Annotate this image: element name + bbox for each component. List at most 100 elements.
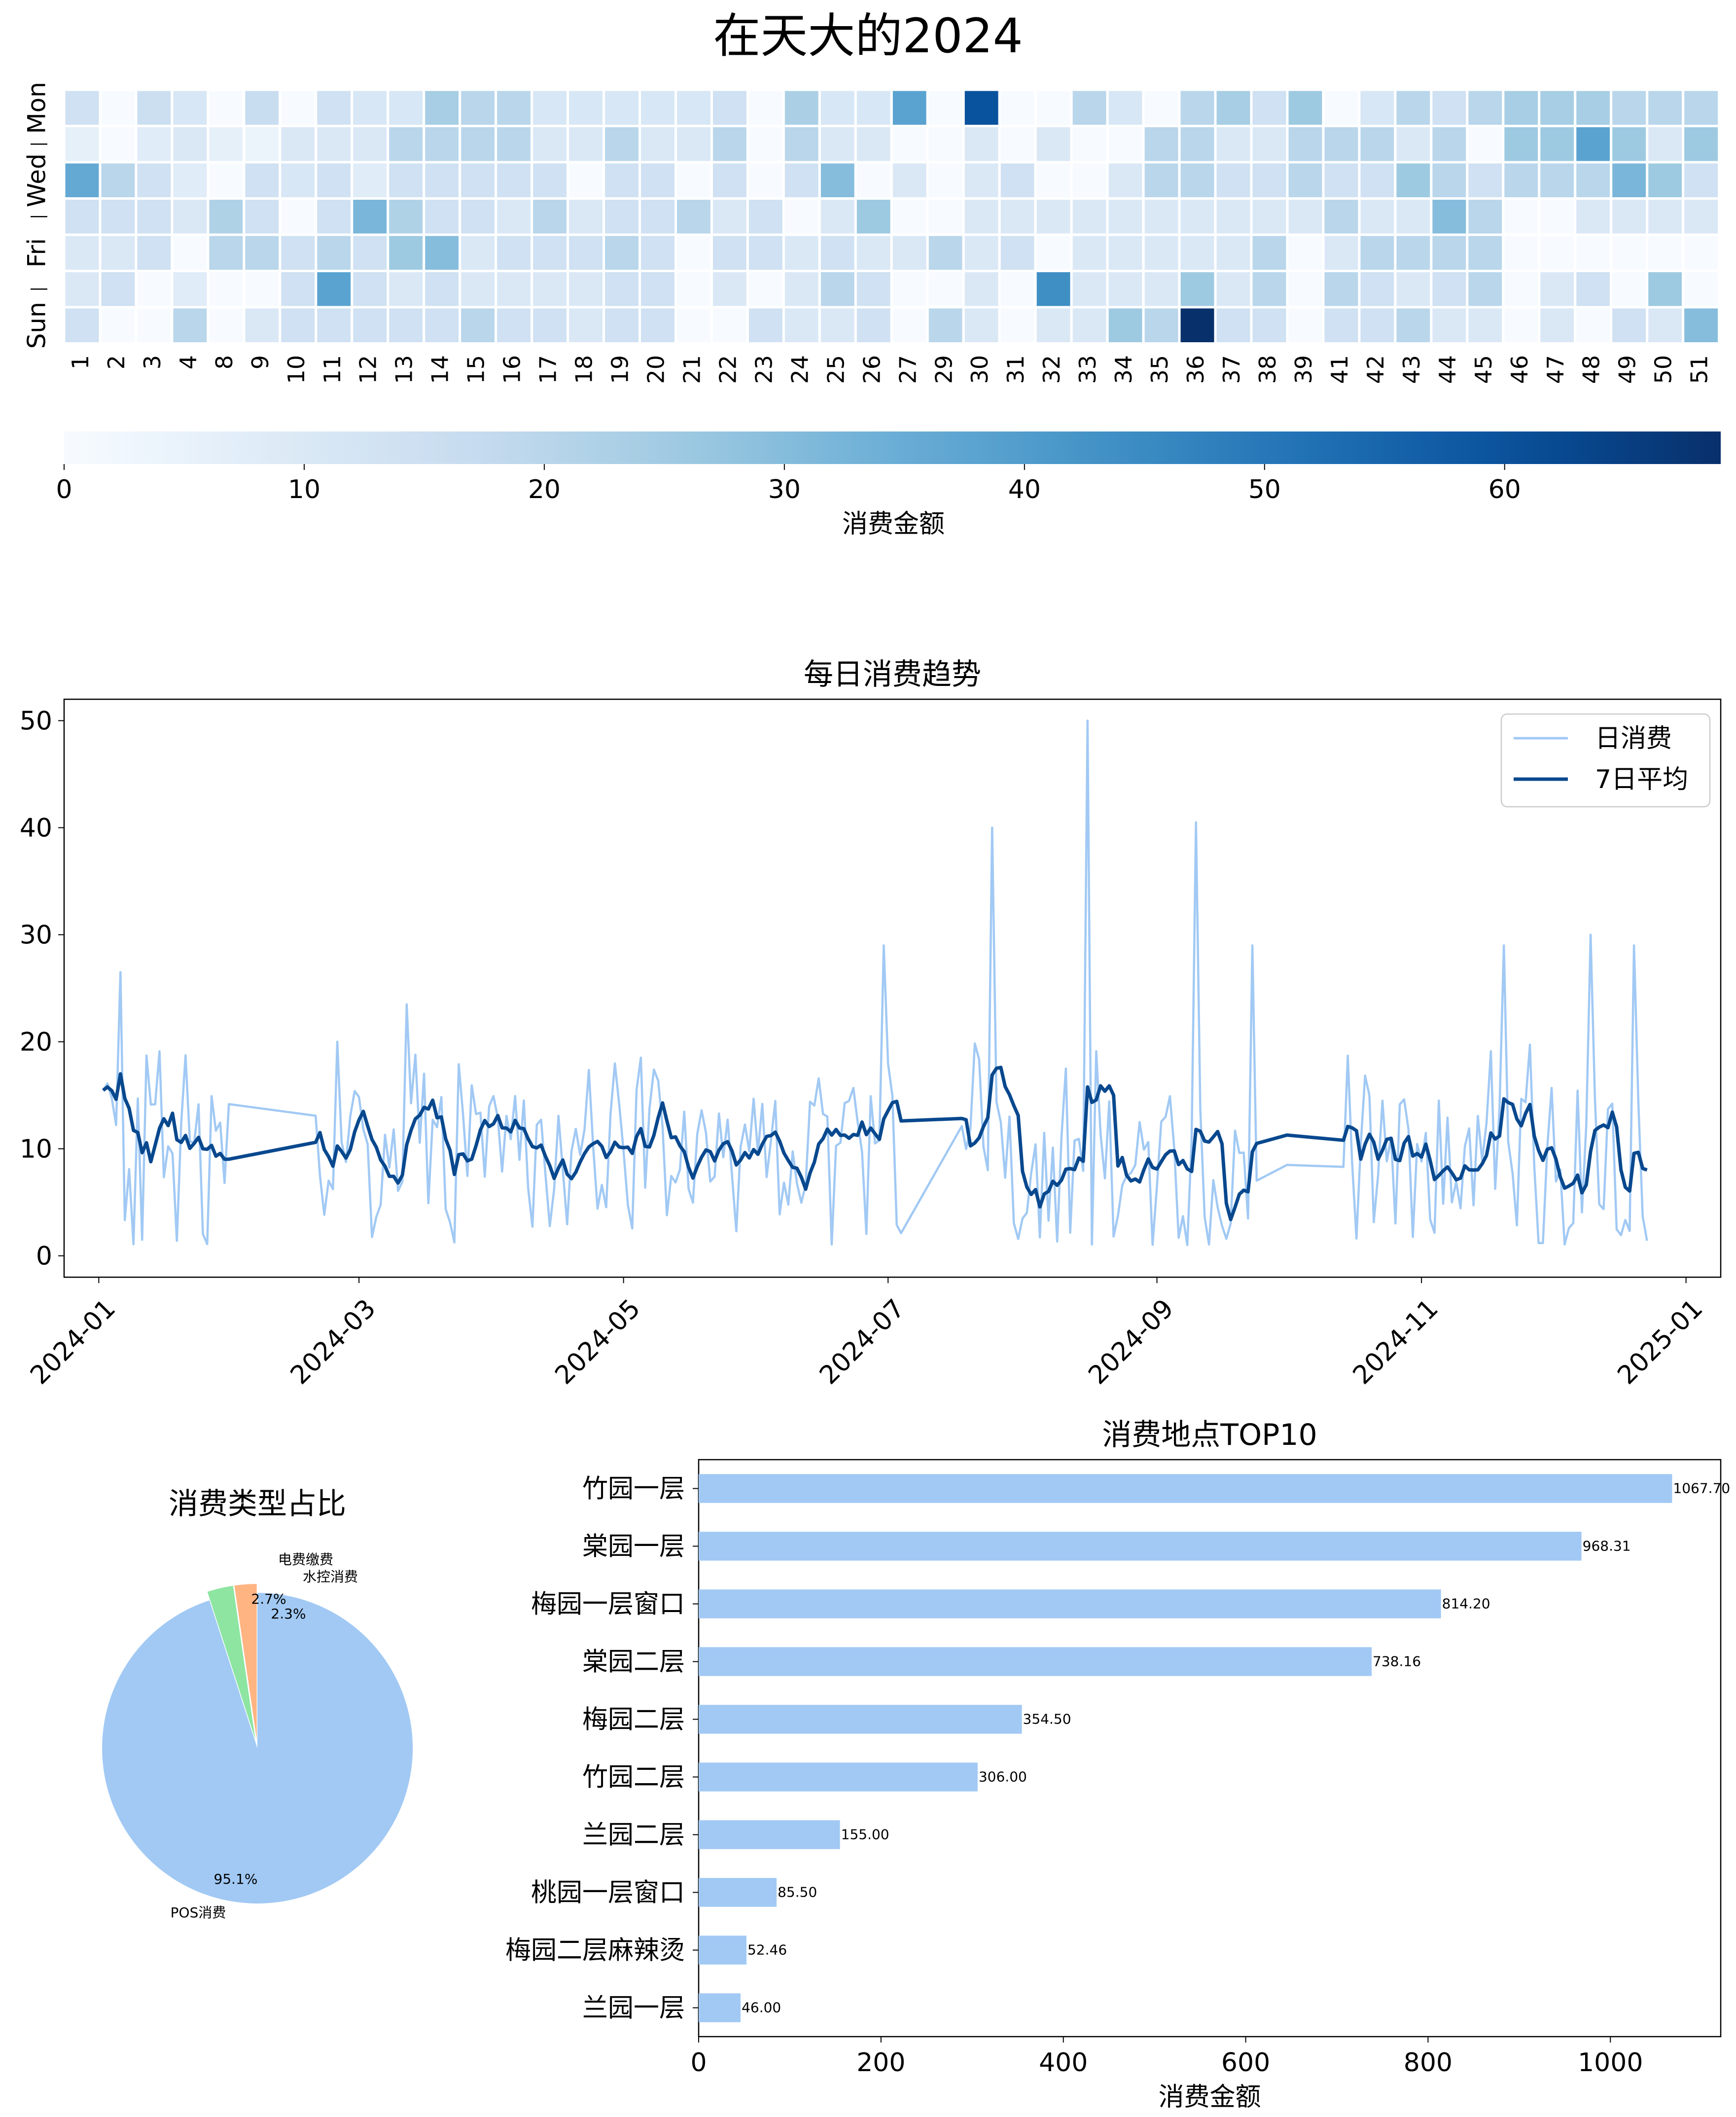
heatmap-week-label: 44 [1434, 355, 1461, 384]
heatmap-cell [602, 125, 641, 164]
heatmap-cell [1538, 270, 1577, 309]
heatmap-week-label: 24 [786, 355, 813, 384]
heatmap-cell [1358, 233, 1397, 272]
heatmap-cell [962, 197, 1001, 236]
heatmap-cell [1502, 306, 1541, 345]
bar-category-label: 棠园二层 [582, 1648, 685, 1677]
heatmap-cell [1034, 233, 1073, 272]
heatmap-cell [854, 233, 893, 272]
heatmap-cell [243, 270, 282, 309]
heatmap-cell [1070, 197, 1109, 236]
heatmap-cell [926, 233, 965, 272]
pie-label-water: 水控消费 [303, 1569, 358, 1585]
bar [699, 1878, 777, 1907]
heatmap-cell [710, 88, 749, 127]
heatmap-cell [459, 233, 497, 272]
x-tick-label: 2024-03 [285, 1293, 382, 1390]
x-tick-label: 2025-01 [1612, 1293, 1708, 1390]
heatmap-cell [1358, 197, 1397, 236]
heatmap-cell [495, 88, 533, 127]
bar-value-label: 354.50 [1023, 1711, 1071, 1727]
heatmap-cell [279, 233, 318, 272]
heatmap-cell [1178, 197, 1217, 236]
heatmap-cell [1466, 270, 1505, 309]
heatmap-cell [1502, 197, 1541, 236]
heatmap-cell [1394, 88, 1433, 127]
heatmap-cell [171, 270, 210, 309]
bar-category-label: 梅园二层 [582, 1705, 685, 1735]
heatmap-cell [854, 306, 893, 345]
heatmap-cell [207, 88, 246, 127]
heatmap-cell [746, 88, 785, 127]
heatmap-cell [746, 233, 785, 272]
heatmap-cell [387, 125, 425, 164]
heatmap-cell [351, 125, 390, 164]
x-tick-label: 800 [1404, 2048, 1453, 2078]
heatmap-cell [1322, 197, 1361, 236]
heatmap-week-label: 47 [1542, 355, 1569, 384]
heatmap-cell [135, 306, 174, 345]
heatmap-cell [962, 88, 1001, 127]
heatmap-cell [171, 197, 210, 236]
heatmap-cell [243, 88, 282, 127]
heatmap-cell [1646, 233, 1685, 272]
heatmap-cell [1646, 88, 1685, 127]
heatmap-cell [1250, 125, 1289, 164]
heatmap-cell [1430, 161, 1469, 200]
heatmap-cell [818, 233, 857, 272]
heatmap-day-label: Mon [23, 82, 51, 134]
heatmap-cell [387, 161, 425, 200]
heatmap-cell [243, 197, 282, 236]
heatmap-week-label: 25 [822, 355, 849, 384]
heatmap-week-label: 19 [607, 355, 634, 384]
heatmap-cell [1142, 88, 1181, 127]
bar-value-label: 738.16 [1373, 1653, 1421, 1670]
heatmap-week-label: 48 [1578, 355, 1605, 384]
heatmap-cell [674, 270, 713, 309]
heatmap-cell [243, 233, 282, 272]
heatmap-week-label: 11 [319, 355, 346, 384]
y-tick-label: 50 [20, 706, 52, 736]
x-tick-label: 0 [690, 2048, 707, 2078]
heatmap-cell [1322, 233, 1361, 272]
heatmap-cell [1430, 125, 1469, 164]
heatmap-cell [1070, 88, 1109, 127]
heatmap-week-label: 18 [571, 355, 598, 384]
heatmap-cell [926, 270, 965, 309]
heatmap-cell [782, 270, 821, 309]
heatmap-cell [1682, 88, 1721, 127]
heatmap-cell [63, 88, 102, 127]
heatmap-cell [531, 306, 569, 345]
heatmap-cell [1394, 161, 1433, 200]
heatmap-week-label: 4 [175, 355, 202, 369]
heatmap-week-label: 36 [1182, 355, 1209, 384]
heatmap-week-label: 20 [643, 355, 670, 384]
heatmap-cell [746, 306, 785, 345]
pie-slice [207, 1585, 255, 1740]
heatmap-cell [279, 88, 318, 127]
heatmap-cell [1286, 161, 1325, 200]
heatmap-cell [459, 270, 497, 309]
heatmap-cell [1646, 161, 1685, 200]
heatmap-cell [1646, 125, 1685, 164]
bar-category-label: 兰园二层 [582, 1821, 685, 1850]
heatmap-cell [1214, 233, 1253, 272]
heatmap-cell [962, 306, 1001, 345]
heatmap-cell [1430, 306, 1469, 345]
x-tick-label: 1000 [1578, 2048, 1643, 2078]
heatmap-cell [818, 270, 857, 309]
pie-title: 消费类型占比 [169, 1487, 346, 1521]
pie-slice [102, 1593, 413, 1904]
line-chart-frame [63, 698, 1722, 1278]
x-tick-label: 2024-11 [1347, 1293, 1444, 1390]
heatmap-cell [387, 270, 425, 309]
heatmap-cell [1394, 197, 1433, 236]
heatmap-cell [1070, 125, 1109, 164]
heatmap-cell [602, 233, 641, 272]
heatmap-cell [1358, 306, 1397, 345]
heatmap-cell [171, 161, 210, 200]
heatmap-cell [1286, 125, 1325, 164]
heatmap-cell [1574, 306, 1613, 345]
heatmap-week-label: 32 [1038, 355, 1065, 384]
heatmap-week-label: 43 [1398, 355, 1425, 384]
